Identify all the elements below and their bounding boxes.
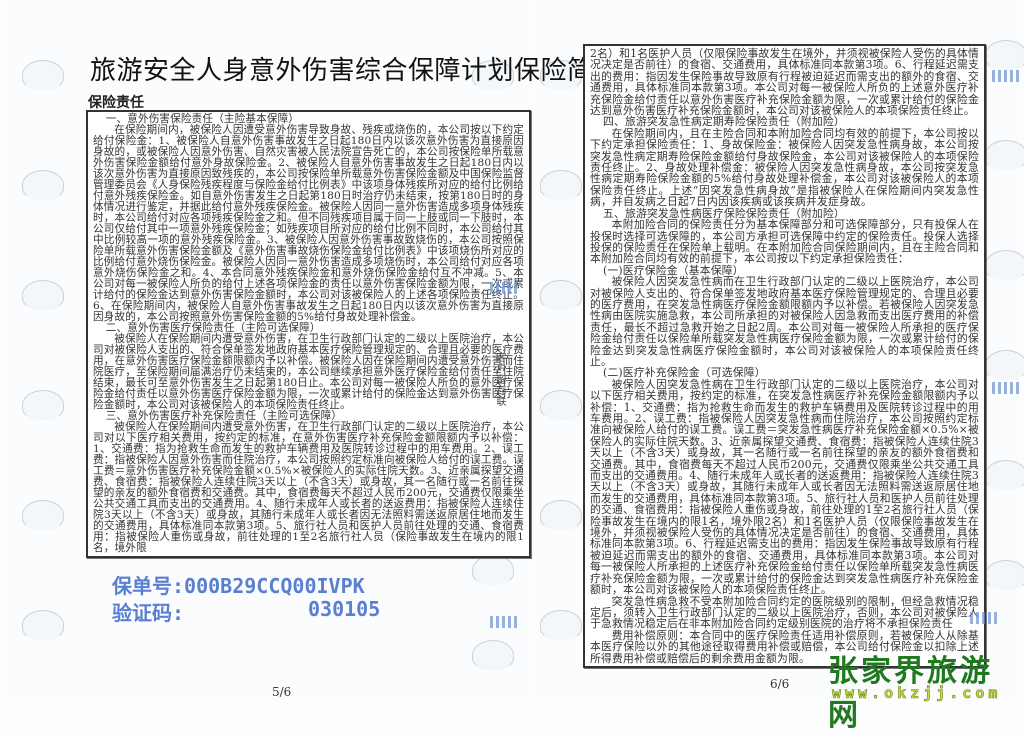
customer-copy-label: 客户留存联 <box>494 352 505 407</box>
binding-hole <box>540 390 582 420</box>
clause-text: 被保险人因突发急性病而在卫生行政部门认定的二级以上医院治疗，本公司对被保险人支出… <box>590 275 979 368</box>
clause-text: 被保险人在保险期间内遭受意外伤害，在卫生行政部门认定的二级以上医院治疗，本公司对… <box>93 421 524 554</box>
binding-hole <box>22 280 64 310</box>
policy-number-row: 保单号:000B29CCQ00IVPK <box>112 570 365 599</box>
clause-heading: (一)医疗保险金（基本保障） <box>602 263 744 277</box>
binding-hole <box>540 60 582 90</box>
right-terms-box: 2名）和1名医护人员（仅限保险事故发生在境外，并须视被保险人受伤的具体情况决定是… <box>583 44 986 668</box>
clause-heading: (二)医疗补充保险金（可选保障） <box>602 366 766 380</box>
binding-hole <box>22 390 64 420</box>
binding-hole <box>472 60 514 90</box>
binding-hole <box>540 280 582 310</box>
blue-stamp-mark <box>490 616 520 628</box>
clause-text: 费用补偿原则：本合同中的医疗保险责任适用补偿原则，若被保险人从除基本医疗保险以外… <box>590 628 979 665</box>
clause-text: 2名）和1名医护人员（仅限保险事故发生在境外，并须视被保险人受伤的具体情况决定是… <box>590 47 979 118</box>
binding-hole <box>540 610 582 640</box>
blue-stamp-mark <box>970 612 1000 624</box>
watermark-url: www.okzjj.com <box>832 684 1002 703</box>
left-terms-box: 一、意外伤害保险责任（主险基本保障） 在保险期间内，被保险人因遭受意外伤害导致身故… <box>86 110 531 558</box>
binding-hole <box>540 500 582 530</box>
blue-stamp-mark <box>490 282 520 294</box>
clause-heading: 三、意外伤害医疗补充保险责任（主险可选保障） <box>105 410 343 422</box>
page-number-right: 6/6 <box>770 677 790 691</box>
verification-code-label: 验证码: <box>112 601 185 625</box>
blue-stamp-mark <box>992 70 1022 82</box>
document-title: 旅游安全人身意外伤害综合保障计划保险简介 <box>90 56 621 86</box>
clause-text: 被保险人因突发急性病在卫生行政部门认定的二级以上医院治疗，本公司对以下医疗相关费… <box>590 377 979 597</box>
binding-hole <box>472 555 514 585</box>
binding-hole <box>985 560 1024 590</box>
section-heading: 保险责任 <box>88 95 144 111</box>
policy-number: 000B29CCQ00IVPK <box>184 574 365 598</box>
clause-text: 在保险期间内，且在主险合同和本附加险合同均有效的前提下，本公司按以下约定承担保险… <box>590 126 979 209</box>
page-number-left: 5/6 <box>272 685 292 699</box>
binding-hole <box>985 250 1024 280</box>
policy-number-label: 保单号: <box>112 574 185 598</box>
clause-heading: 五、旅游突发急性病医疗保险保险责任（附加险） <box>602 206 845 220</box>
binding-hole <box>472 640 514 670</box>
binding-hole <box>985 40 1024 70</box>
binding-hole <box>22 170 64 200</box>
binding-hole <box>985 460 1024 490</box>
verification-code: 030105 <box>308 597 381 621</box>
blue-stamp-mark <box>992 382 1022 394</box>
clause-heading: 二、意外伤害医疗保险责任（主险可选保障） <box>105 322 321 334</box>
binding-hole <box>985 350 1024 380</box>
clause-text: 在保险期间内，被保险人因遭受意外伤害导致身故、残疾或烧伤的，本公司按以下约定给付… <box>93 124 524 323</box>
clause-heading: 四、旅游突发急性病定期寿险保险责任（附加险） <box>602 115 845 129</box>
binding-hole <box>985 140 1024 170</box>
binding-hole <box>22 610 64 640</box>
binding-hole <box>22 500 64 530</box>
binding-hole <box>22 60 64 90</box>
binding-hole <box>540 170 582 200</box>
clause-text: 被保险人在保险期间内遭受意外伤害，在卫生行政部门认定的二级以上医院治疗，本公司对… <box>93 333 524 411</box>
clause-text: 突发急性病急救不受本附加险合同约定的医院级别的限制，但经急救情况稳定后，须转入卫… <box>590 594 979 631</box>
clause-text: 本附加险合同的保险责任分为基本保障部分和可选保障部分，只有投保人在投保时选择可选… <box>590 218 979 266</box>
clause-heading: 一、意外伤害保险责任（主险基本保障） <box>105 113 300 125</box>
